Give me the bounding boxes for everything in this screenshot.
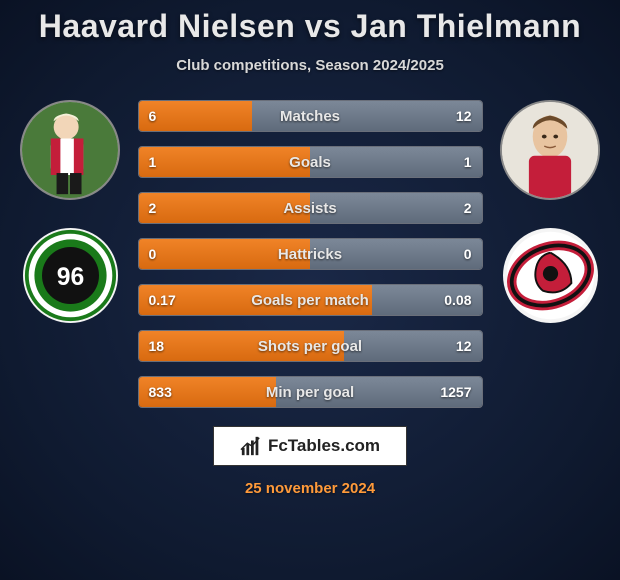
stat-row: 2Assists2 (138, 192, 483, 224)
stat-row: 0Hattricks0 (138, 238, 483, 270)
stat-right-value: 1257 (440, 384, 471, 400)
stat-right-value: 2 (464, 200, 472, 216)
left-player-column: 96 (10, 100, 130, 323)
right-player-column (490, 100, 610, 323)
stat-row: 6Matches12 (138, 100, 483, 132)
stat-row: 1Goals1 (138, 146, 483, 178)
player1-club-badge: 96 (23, 228, 118, 323)
stat-label: Goals (139, 154, 482, 171)
stats-list: 6Matches121Goals12Assists20Hattricks00.1… (138, 100, 483, 408)
stat-right-value: 0 (464, 246, 472, 262)
page-title: Haavard Nielsen vs Jan Thielmann (0, 0, 620, 45)
player1-avatar (20, 100, 120, 200)
stat-label: Goals per match (139, 292, 482, 309)
chart-icon (240, 435, 262, 457)
stat-label: Shots per goal (139, 338, 482, 355)
stat-right-value: 12 (456, 108, 472, 124)
stat-right-value: 1 (464, 154, 472, 170)
footer: FcTables.com 25 november 2024 (0, 426, 620, 497)
player2-avatar (500, 100, 600, 200)
date-label: 25 november 2024 (245, 480, 375, 497)
stat-row: 833Min per goal1257 (138, 376, 483, 408)
stat-label: Assists (139, 200, 482, 217)
stat-right-value: 12 (456, 338, 472, 354)
stat-label: Matches (139, 108, 482, 125)
brand-text: FcTables.com (268, 436, 380, 456)
stat-right-value: 0.08 (444, 292, 471, 308)
brand-logo[interactable]: FcTables.com (213, 426, 407, 466)
subtitle: Club competitions, Season 2024/2025 (0, 57, 620, 74)
player2-club-badge (503, 228, 598, 323)
svg-text:96: 96 (56, 264, 83, 291)
stat-row: 0.17Goals per match0.08 (138, 284, 483, 316)
stat-label: Hattricks (139, 246, 482, 263)
stat-label: Min per goal (139, 384, 482, 401)
stat-row: 18Shots per goal12 (138, 330, 483, 362)
comparison-content: 96 6Matches12 1Goals (0, 100, 620, 408)
